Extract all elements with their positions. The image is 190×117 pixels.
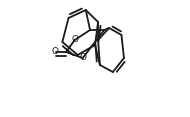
Text: O: O bbox=[71, 35, 78, 44]
Text: O: O bbox=[51, 48, 59, 57]
Text: O: O bbox=[79, 53, 86, 62]
